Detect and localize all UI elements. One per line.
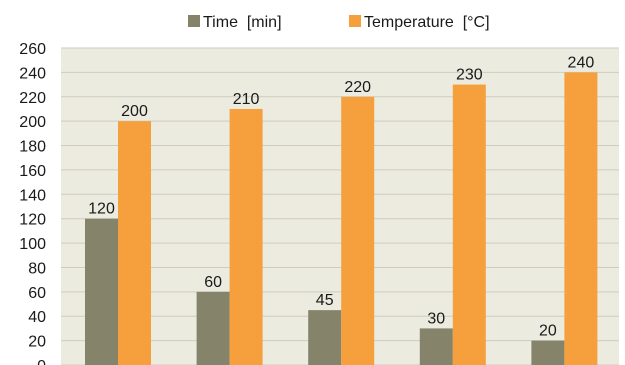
y-tick-label-140: 140 — [19, 187, 46, 204]
legend-label-time: Time [min] — [203, 14, 282, 31]
bar-series1-4 — [564, 72, 598, 365]
bar-series1-0 — [118, 121, 151, 365]
y-tick-label-120: 120 — [19, 212, 46, 229]
bar-series1-1 — [229, 108, 263, 365]
y-tick-label-0: 0 — [37, 358, 46, 365]
data-label-series0-2: 45 — [316, 292, 334, 309]
data-label-series0-1: 60 — [204, 274, 222, 291]
bar-series0-1 — [196, 291, 230, 365]
bar-series0-0 — [85, 218, 118, 365]
y-tick-label-40: 40 — [28, 309, 46, 326]
y-tick-label-160: 160 — [19, 163, 46, 180]
legend-swatch-temperature — [349, 15, 361, 27]
y-axis: 0 20 40 60 80 100 120 140 160 180 200 220 240 260 — [19, 41, 46, 365]
y-tick-label-240: 240 — [19, 65, 46, 82]
bar-series0-3 — [419, 328, 453, 365]
legend-swatch-time — [188, 15, 200, 27]
bars — [85, 72, 598, 365]
y-tick-label-60: 60 — [28, 285, 46, 302]
y-tick-label-180: 180 — [19, 139, 46, 156]
y-tick-label-220: 220 — [19, 90, 46, 107]
data-label-series0-3: 30 — [427, 310, 445, 327]
data-label-series1-4: 240 — [568, 54, 595, 71]
data-label-series0-0: 120 — [88, 201, 115, 218]
y-tick-label-200: 200 — [19, 114, 46, 131]
y-tick-label-260: 260 — [19, 41, 46, 58]
legend: Time [min] Temperature [°C] — [188, 14, 490, 31]
data-label-series1-1: 210 — [233, 91, 260, 108]
legend-label-temperature: Temperature [°C] — [364, 14, 490, 31]
bar-series0-2 — [308, 310, 342, 365]
data-label-series1-0: 200 — [121, 103, 148, 120]
bar-series1-3 — [452, 84, 486, 365]
y-tick-label-20: 20 — [28, 334, 46, 351]
data-label-series1-3: 230 — [456, 67, 483, 84]
y-tick-label-80: 80 — [28, 260, 46, 277]
data-label-series1-2: 220 — [344, 79, 371, 96]
data-labels: 120 60 45 30 20 200 210 220 230 240 — [88, 54, 594, 339]
bar-series0-4 — [531, 340, 565, 365]
y-tick-label-100: 100 — [19, 236, 46, 253]
data-label-series0-4: 20 — [539, 323, 557, 340]
bar-series1-2 — [341, 96, 375, 365]
